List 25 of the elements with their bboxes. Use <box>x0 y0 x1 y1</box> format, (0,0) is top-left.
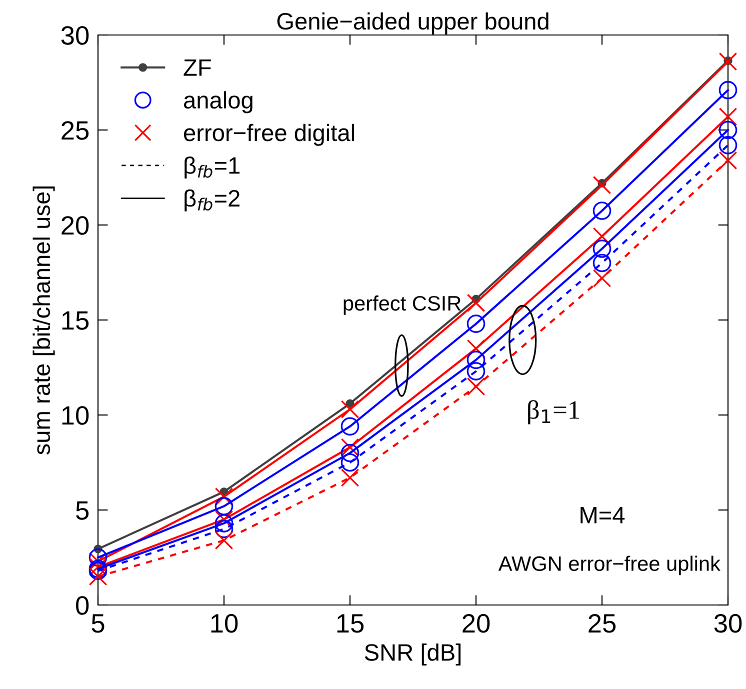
annotation: β$_{fb}$=1 <box>184 156 240 179</box>
y-tick-label: 15 <box>62 311 89 330</box>
annotation: β$_{fb}$=2 <box>184 189 240 212</box>
y-tick-label: 20 <box>62 216 89 235</box>
x-tick-label: 15 <box>337 614 364 633</box>
x-axis-title: SNR [dB] <box>364 643 461 666</box>
chart-title: Genie−aided upper bound <box>277 12 548 34</box>
x-tick-label: 5 <box>92 614 104 633</box>
annotation: β$_{1}$=1 <box>528 400 580 424</box>
y-tick-label: 5 <box>76 501 89 520</box>
annotation: perfect CSIR <box>344 295 461 315</box>
annotation: AWGN error−free uplink <box>498 556 720 576</box>
y-axis-title: sum rate [bit/channel use] <box>32 186 55 455</box>
legend-label: ZF <box>184 59 211 76</box>
x-tick-label: 30 <box>714 614 742 633</box>
y-tick-label: 10 <box>62 406 89 425</box>
annotation: M=4 <box>580 507 625 524</box>
x-tick-label: 20 <box>462 614 490 633</box>
y-tick-label: 0 <box>76 596 89 615</box>
y-tick-label: 30 <box>61 26 89 45</box>
x-tick-label: 25 <box>588 614 616 633</box>
legend-label: analog <box>184 91 252 114</box>
x-tick-label: 10 <box>211 614 238 633</box>
legend-label: error−free digital <box>184 124 354 146</box>
y-tick-label: 25 <box>62 121 89 140</box>
